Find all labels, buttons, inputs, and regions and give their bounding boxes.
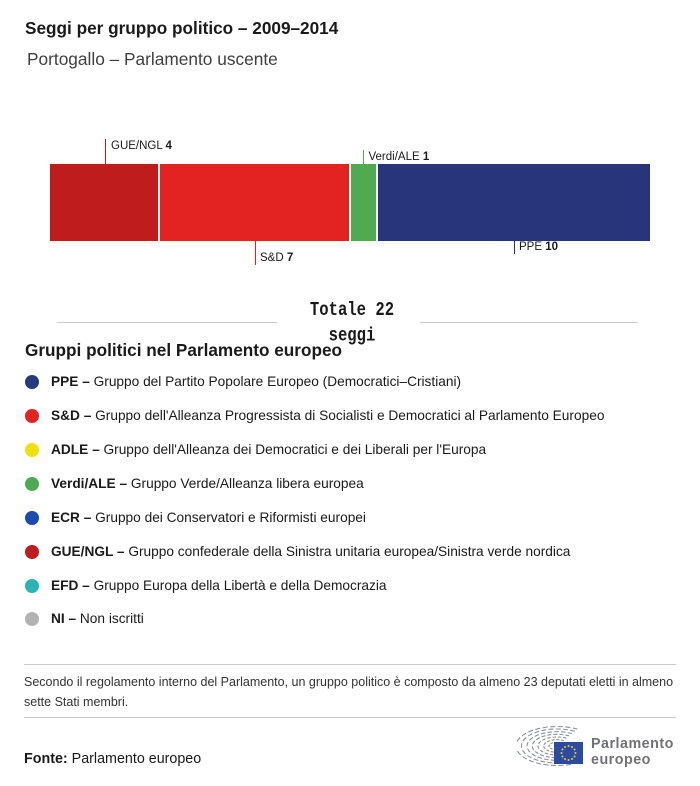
- svg-text:Parlamento: Parlamento: [591, 736, 674, 752]
- svg-text:europeo: europeo: [591, 752, 651, 768]
